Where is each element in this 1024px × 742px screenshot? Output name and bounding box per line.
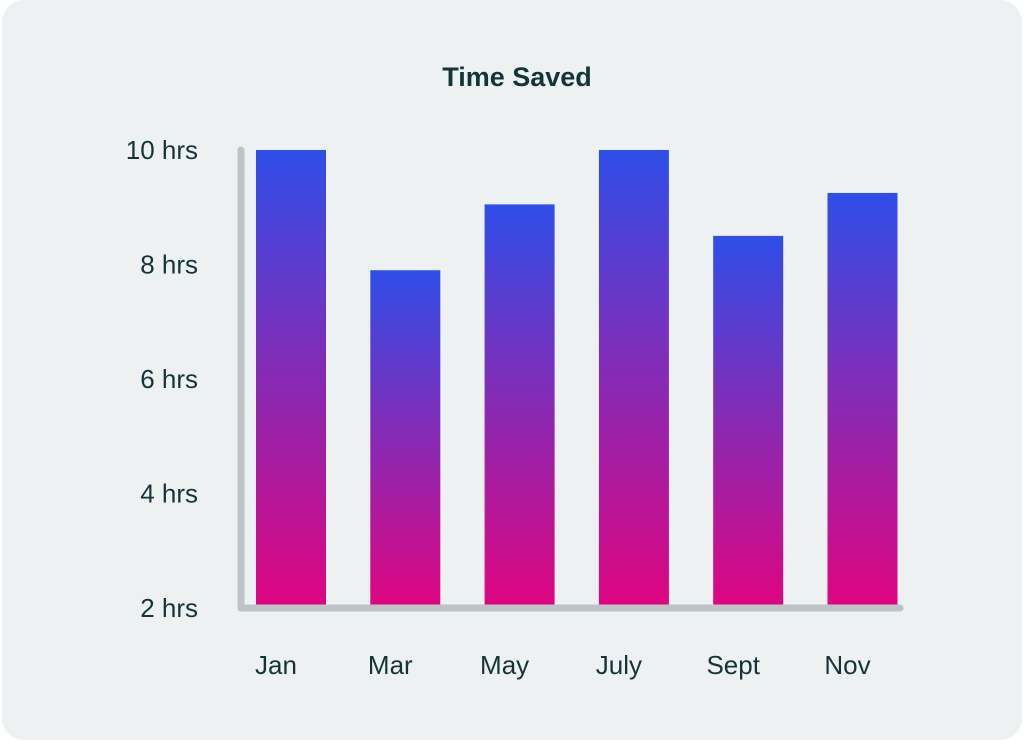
bar-july: [598, 150, 669, 608]
x-tick-label-jan: Jan: [255, 650, 297, 680]
x-tick-label-july: July: [596, 650, 642, 680]
bar-jan: [256, 150, 326, 608]
y-tick-labels: 2 hrs 4 hrs 6 hrs 8 hrs 10 hrs: [126, 135, 198, 623]
bar-nov: [827, 192, 898, 608]
axes-group: [237, 146, 904, 612]
bar-mar: [370, 270, 441, 608]
y-tick-label-6: 6 hrs: [140, 364, 198, 394]
y-tick-label-8: 8 hrs: [140, 250, 198, 280]
x-tick-label-mar: Mar: [368, 650, 413, 680]
y-tick-label-2: 2 hrs: [140, 593, 198, 623]
bar-sept: [713, 235, 784, 608]
bar-may: [484, 204, 555, 608]
y-tick-label-10: 10 hrs: [126, 135, 198, 165]
y-tick-label-4: 4 hrs: [140, 479, 198, 509]
x-tick-label-nov: Nov: [824, 650, 870, 680]
x-tick-labels: Jan Mar May July Sept Nov: [255, 650, 871, 680]
chart-title: Time Saved: [442, 62, 592, 92]
x-tick-label-sept: Sept: [706, 650, 760, 680]
bars-group: [256, 150, 898, 608]
x-tick-label-may: May: [480, 650, 529, 680]
